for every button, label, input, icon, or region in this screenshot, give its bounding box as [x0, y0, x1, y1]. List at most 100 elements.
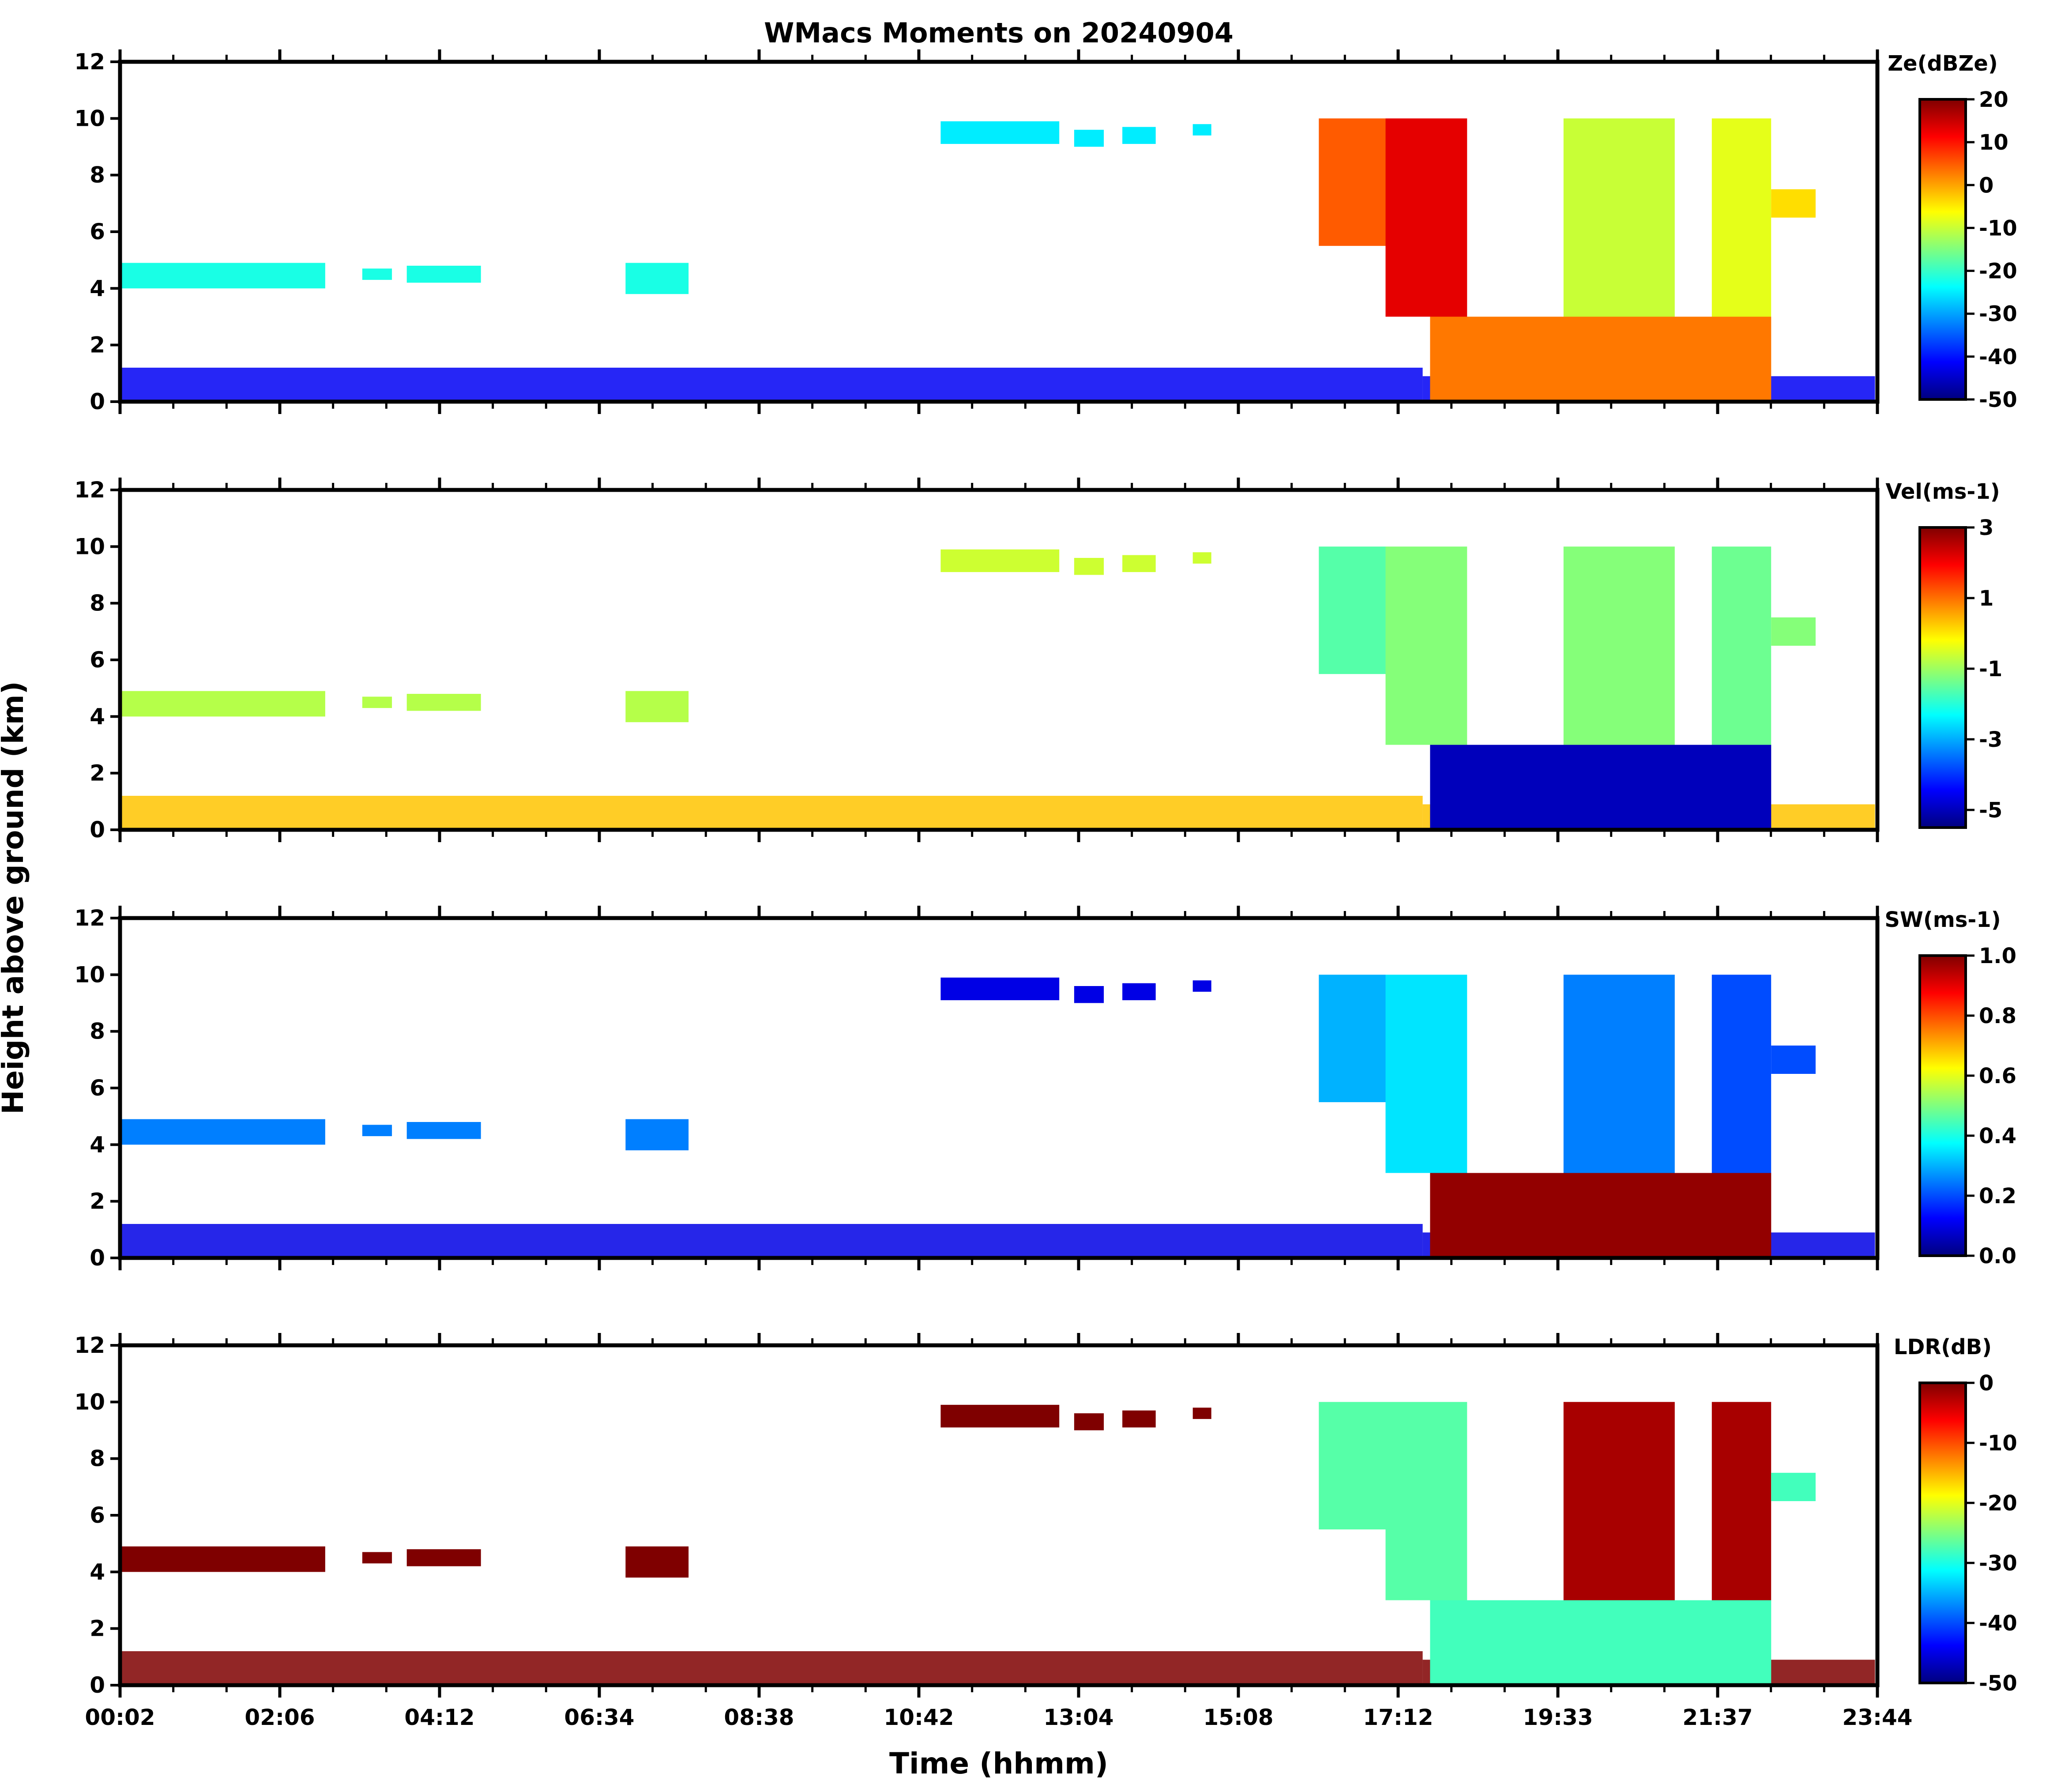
- y-tick-label: 8: [90, 591, 105, 616]
- y-tick-label: 2: [90, 760, 105, 786]
- echo-layer-4-5km: [625, 691, 689, 723]
- colorbar-tick-label: 0.2: [1979, 1184, 2016, 1208]
- x-tick-label: 04:12: [404, 1705, 474, 1730]
- echo-cirrus-aloft: [1074, 986, 1104, 1003]
- echo-deep-cloud-17h: [1385, 1402, 1467, 1600]
- echo-cirrus-aloft: [1192, 552, 1211, 564]
- echo-ice-fragment-23h: [1771, 1472, 1816, 1501]
- colorbar-tick-label: -40: [1979, 345, 2017, 369]
- echo-cirrus-aloft: [940, 121, 1060, 144]
- echo-ice-fragment-23h: [1771, 617, 1816, 646]
- echo-cirrus-aloft: [940, 977, 1060, 1001]
- echo-boundary-layer: [120, 368, 1423, 402]
- echo-deep-cloud-16h: [1319, 1402, 1386, 1530]
- y-tick-label: 4: [90, 1559, 105, 1585]
- echo-layer-4-5km: [362, 268, 392, 280]
- colorbar-tick-label: -5: [1979, 798, 2002, 823]
- echo-layer-4-5km: [625, 1546, 689, 1578]
- colorbar-ldr: [1918, 1382, 1967, 1684]
- echo-layer-ze: [120, 118, 1875, 402]
- echo-cirrus-aloft: [1074, 130, 1104, 147]
- y-tick-label: 8: [90, 1019, 105, 1044]
- echo-cirrus-aloft: [1122, 127, 1156, 144]
- colorbar-tick-label: -20: [1979, 1491, 2017, 1516]
- echo-layer-4-5km: [121, 263, 325, 289]
- echo-layer-4-5km: [406, 1549, 481, 1566]
- x-tick-label: 21:37: [1682, 1705, 1753, 1730]
- echo-ice-upper-22h: [1711, 975, 1771, 1173]
- y-tick-label: 4: [90, 704, 105, 729]
- echo-deep-cloud-16h: [1319, 975, 1386, 1103]
- colorbar-tick-label: 0.8: [1979, 1004, 2016, 1028]
- y-tick-label: 4: [90, 275, 105, 301]
- echo-layer-ldr: [120, 1402, 1875, 1686]
- echo-layer-4-5km: [121, 1119, 325, 1145]
- echo-cirrus-aloft: [1074, 558, 1104, 575]
- colorbar-label-ze: Ze(dBZe): [1888, 51, 1998, 76]
- y-tick-label: 8: [90, 162, 105, 188]
- colorbar-vel: [1918, 526, 1967, 829]
- echo-rain-below-3km: [1430, 1600, 1771, 1685]
- y-tick-label: 6: [90, 647, 105, 673]
- colorbar-tick-label: 1.0: [1979, 944, 2016, 968]
- x-axis-label: Time (hhmm): [889, 1747, 1108, 1781]
- colorbar-tick-label: 0: [1979, 1371, 1993, 1396]
- y-tick-label: 2: [90, 332, 105, 358]
- echo-cirrus-aloft: [940, 1404, 1060, 1428]
- echo-rain-below-3km: [1430, 1173, 1771, 1258]
- y-tick-label: 6: [90, 1075, 105, 1101]
- colorbar-label-ldr: LDR(dB): [1894, 1335, 1992, 1359]
- echo-layer-sw: [120, 975, 1875, 1258]
- panel-sw: 0 2 4 6 8 10 12 SW(ms-1) 1.0 0.8 0.6 0.4 0.2 0.0: [74, 905, 2016, 1271]
- y-tick-label: 4: [90, 1132, 105, 1157]
- colorbar-tick-label: -20: [1979, 259, 2017, 284]
- chart-title: WMacs Moments on 20240904: [764, 17, 1234, 49]
- colorbar-ze: [1918, 98, 1967, 401]
- y-tick-label: 2: [90, 1616, 105, 1641]
- x-tick-label: 19:33: [1523, 1705, 1593, 1730]
- y-tick-label: 12: [74, 905, 105, 931]
- echo-layer-4-5km: [362, 1125, 392, 1137]
- echo-layer-4-5km: [625, 1119, 689, 1151]
- echo-cirrus-aloft: [1192, 980, 1211, 992]
- y-tick-label: 6: [90, 1502, 105, 1528]
- x-tick-label: 17:12: [1363, 1705, 1433, 1730]
- y-tick-label: 0: [90, 1672, 105, 1698]
- echo-boundary-layer: [120, 1651, 1423, 1685]
- colorbar-tick-label: 1: [1979, 586, 1993, 611]
- echo-rain-below-3km: [1430, 745, 1771, 830]
- echo-ice-upper-22h: [1711, 546, 1771, 745]
- colorbar-tick-label: -1: [1979, 657, 2002, 681]
- colorbar-tick-label: 10: [1979, 130, 2008, 155]
- echo-rain-below-3km: [1430, 316, 1771, 402]
- y-tick-label: 10: [74, 1389, 105, 1415]
- echo-cirrus-aloft: [1192, 1408, 1211, 1419]
- echo-layer-4-5km: [121, 1546, 325, 1572]
- echo-cirrus-aloft: [1192, 124, 1211, 136]
- colorbar-label-sw: SW(ms-1): [1884, 907, 2001, 932]
- echo-layer-vel: [120, 546, 1875, 830]
- y-tick-label: 0: [90, 1245, 105, 1271]
- echo-ice-upper-22h: [1711, 1402, 1771, 1600]
- echo-layer-4-5km: [362, 1552, 392, 1564]
- x-tick-label: 23:44: [1842, 1705, 1912, 1730]
- echo-ice-upper-19h: [1563, 546, 1675, 745]
- echo-layer-4-5km: [406, 694, 481, 711]
- echo-cirrus-aloft: [1074, 1413, 1104, 1431]
- echo-cirrus-aloft: [940, 549, 1060, 572]
- y-tick-label: 2: [90, 1189, 105, 1214]
- y-tick-label: 8: [90, 1446, 105, 1472]
- echo-ice-fragment-23h: [1771, 189, 1816, 218]
- colorbar-tick-label: -30: [1979, 302, 2017, 327]
- y-tick-label: 0: [90, 817, 105, 843]
- colorbar-sw: [1918, 954, 1967, 1257]
- colorbar-tick-label: -10: [1979, 216, 2017, 241]
- colorbar-tick-label: 3: [1979, 516, 1993, 540]
- panel-ldr: 0 2 4 6 8 10 12 00:02 02:06 04:12 06:34 08:38 10:42 1…: [74, 1333, 2017, 1730]
- y-axis-label: Height above ground (km): [0, 681, 30, 1114]
- y-tick-label: 0: [90, 389, 105, 414]
- echo-deep-cloud-17h: [1385, 975, 1467, 1173]
- echo-layer-4-5km: [625, 263, 689, 294]
- colorbar-tick-label: -10: [1979, 1431, 2017, 1456]
